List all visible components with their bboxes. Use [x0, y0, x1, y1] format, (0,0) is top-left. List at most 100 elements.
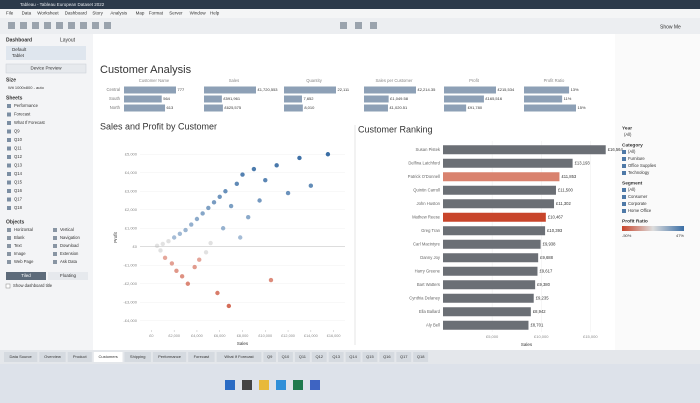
pane-tab[interactable]: Dashboard: [6, 37, 32, 43]
sheet-tab[interactable]: [396, 352, 412, 362]
sheet-tab-label[interactable]: Q18: [417, 354, 425, 359]
menu-item[interactable]: Help: [210, 11, 220, 16]
filter-option[interactable]: Office Supplies: [628, 163, 656, 168]
sheet-tab[interactable]: [311, 352, 327, 362]
sheet-tab-label[interactable]: Overview: [44, 354, 61, 359]
menu-item[interactable]: File: [6, 11, 14, 16]
object-item[interactable]: Vertical: [60, 227, 74, 232]
menu-item[interactable]: Map: [136, 11, 145, 16]
checkbox[interactable]: [622, 195, 626, 199]
sheet-item[interactable]: Q10: [14, 137, 23, 142]
sheet-tab-label[interactable]: Q13: [332, 354, 340, 359]
tiled-toggle[interactable]: Tiled: [21, 273, 31, 278]
device-preview[interactable]: Device Preview: [30, 66, 62, 71]
object-item[interactable]: Image: [14, 251, 26, 256]
sheet-tab[interactable]: [263, 352, 276, 362]
sheet-item[interactable]: Performance: [14, 103, 39, 108]
sheet-tab[interactable]: [93, 352, 123, 362]
scatter-point: [177, 231, 183, 236]
sheet-item[interactable]: Q13: [14, 163, 23, 168]
checkbox[interactable]: [622, 150, 626, 154]
sheet-tab[interactable]: [328, 352, 344, 362]
sheet-tab-label[interactable]: Q16: [383, 354, 391, 359]
sheet-item[interactable]: Q16: [14, 188, 23, 193]
sheet-tab[interactable]: [67, 352, 92, 362]
sheet-tab[interactable]: [188, 352, 215, 362]
checkbox[interactable]: [622, 209, 626, 213]
menu-item[interactable]: Server: [169, 11, 183, 16]
sheet-item[interactable]: Q11: [14, 146, 22, 151]
sheet-icon: [7, 129, 11, 134]
object-item[interactable]: Navigation: [60, 235, 80, 240]
sheet-item[interactable]: What If Forecast: [14, 120, 46, 125]
sheet-item[interactable]: Q17: [14, 197, 23, 202]
sheet-tab[interactable]: [39, 352, 66, 362]
filter-option[interactable]: Corporate: [628, 201, 647, 206]
sheet-tab[interactable]: [345, 352, 361, 362]
sheet-tab-label[interactable]: Product: [73, 354, 88, 359]
sheet-tab-label[interactable]: Data Source: [10, 354, 33, 359]
checkbox[interactable]: [622, 171, 626, 175]
filter-option[interactable]: (All): [628, 149, 636, 154]
filter-value[interactable]: (All): [624, 132, 632, 137]
sheet-tab[interactable]: [413, 352, 429, 362]
sheet-tab[interactable]: [278, 352, 293, 362]
show-title-option[interactable]: Show dashboard title: [13, 283, 53, 288]
filter-option[interactable]: (All): [628, 187, 636, 192]
kpi-header: Profit Ratio: [544, 78, 565, 83]
checkbox[interactable]: [622, 157, 626, 161]
show-me-button[interactable]: Show Me: [660, 24, 681, 30]
menu-item[interactable]: Analysis: [110, 11, 128, 16]
sheet-tab-label[interactable]: Performance: [158, 354, 182, 359]
filter-option[interactable]: Consumer: [628, 194, 648, 199]
sheet-tab-label[interactable]: Q11: [299, 354, 307, 359]
sheet-item[interactable]: Forecast: [14, 112, 31, 117]
sheet-tab-label[interactable]: Q12: [315, 354, 323, 359]
sheet-item[interactable]: Q12: [14, 154, 23, 159]
sheet-tab[interactable]: [216, 352, 262, 362]
object-item[interactable]: Blank: [14, 235, 25, 240]
menu-item[interactable]: Window: [190, 11, 207, 16]
menu-item[interactable]: Dashboard: [65, 11, 88, 16]
menu-item[interactable]: Format: [149, 11, 164, 16]
sheet-item[interactable]: Q9: [14, 129, 20, 134]
sheet-tab-label[interactable]: Q14: [349, 354, 357, 359]
device-option[interactable]: Default: [12, 47, 27, 52]
filter-option[interactable]: Home Office: [628, 208, 652, 213]
sheet-tab[interactable]: [124, 352, 151, 362]
object-item[interactable]: Download: [60, 243, 79, 248]
sheet-tab-label[interactable]: Q15: [366, 354, 374, 359]
sheet-tab[interactable]: [152, 352, 187, 362]
sheet-item[interactable]: Q18: [14, 205, 23, 210]
kpi-value: £625,575: [224, 105, 241, 110]
sheet-tab-label[interactable]: Forecast: [194, 354, 210, 359]
checkbox[interactable]: [622, 164, 626, 168]
sheet-item[interactable]: Q14: [14, 171, 23, 176]
checkbox[interactable]: [622, 188, 626, 192]
sheet-tab-label[interactable]: Shipping: [130, 354, 146, 359]
sheet-tab-label[interactable]: Q9: [267, 354, 273, 359]
sheet-tab-label[interactable]: What If Forecast: [224, 354, 254, 359]
filter-option[interactable]: Furniture: [628, 156, 645, 161]
floating-toggle[interactable]: Floating: [60, 273, 77, 278]
sheet-tab[interactable]: [362, 352, 378, 362]
sheet-tab-label[interactable]: Q17: [400, 354, 408, 359]
checkbox[interactable]: [622, 202, 626, 206]
sheet-tab[interactable]: [4, 352, 38, 362]
sheet-tab-label[interactable]: Q10: [282, 354, 290, 359]
object-item[interactable]: Extension: [60, 251, 79, 256]
menu-item[interactable]: Story: [92, 11, 103, 16]
sheet-tab-label[interactable]: Customers: [98, 354, 117, 359]
object-item[interactable]: Web Page: [14, 259, 34, 264]
object-item[interactable]: Horizontal: [14, 227, 33, 232]
object-item[interactable]: Ask Data: [60, 259, 78, 264]
pane-tab[interactable]: Layout: [60, 37, 76, 43]
object-item[interactable]: Text: [14, 243, 23, 248]
menu-item[interactable]: Worksheet: [37, 11, 59, 16]
menu-item[interactable]: Data: [22, 11, 32, 16]
sheet-item[interactable]: Q15: [14, 180, 23, 185]
sheet-tab[interactable]: [379, 352, 395, 362]
size-value[interactable]: Wit 1000x800 - auto: [8, 85, 45, 90]
filter-option[interactable]: Technology: [628, 170, 650, 175]
sheet-tab[interactable]: [294, 352, 310, 362]
